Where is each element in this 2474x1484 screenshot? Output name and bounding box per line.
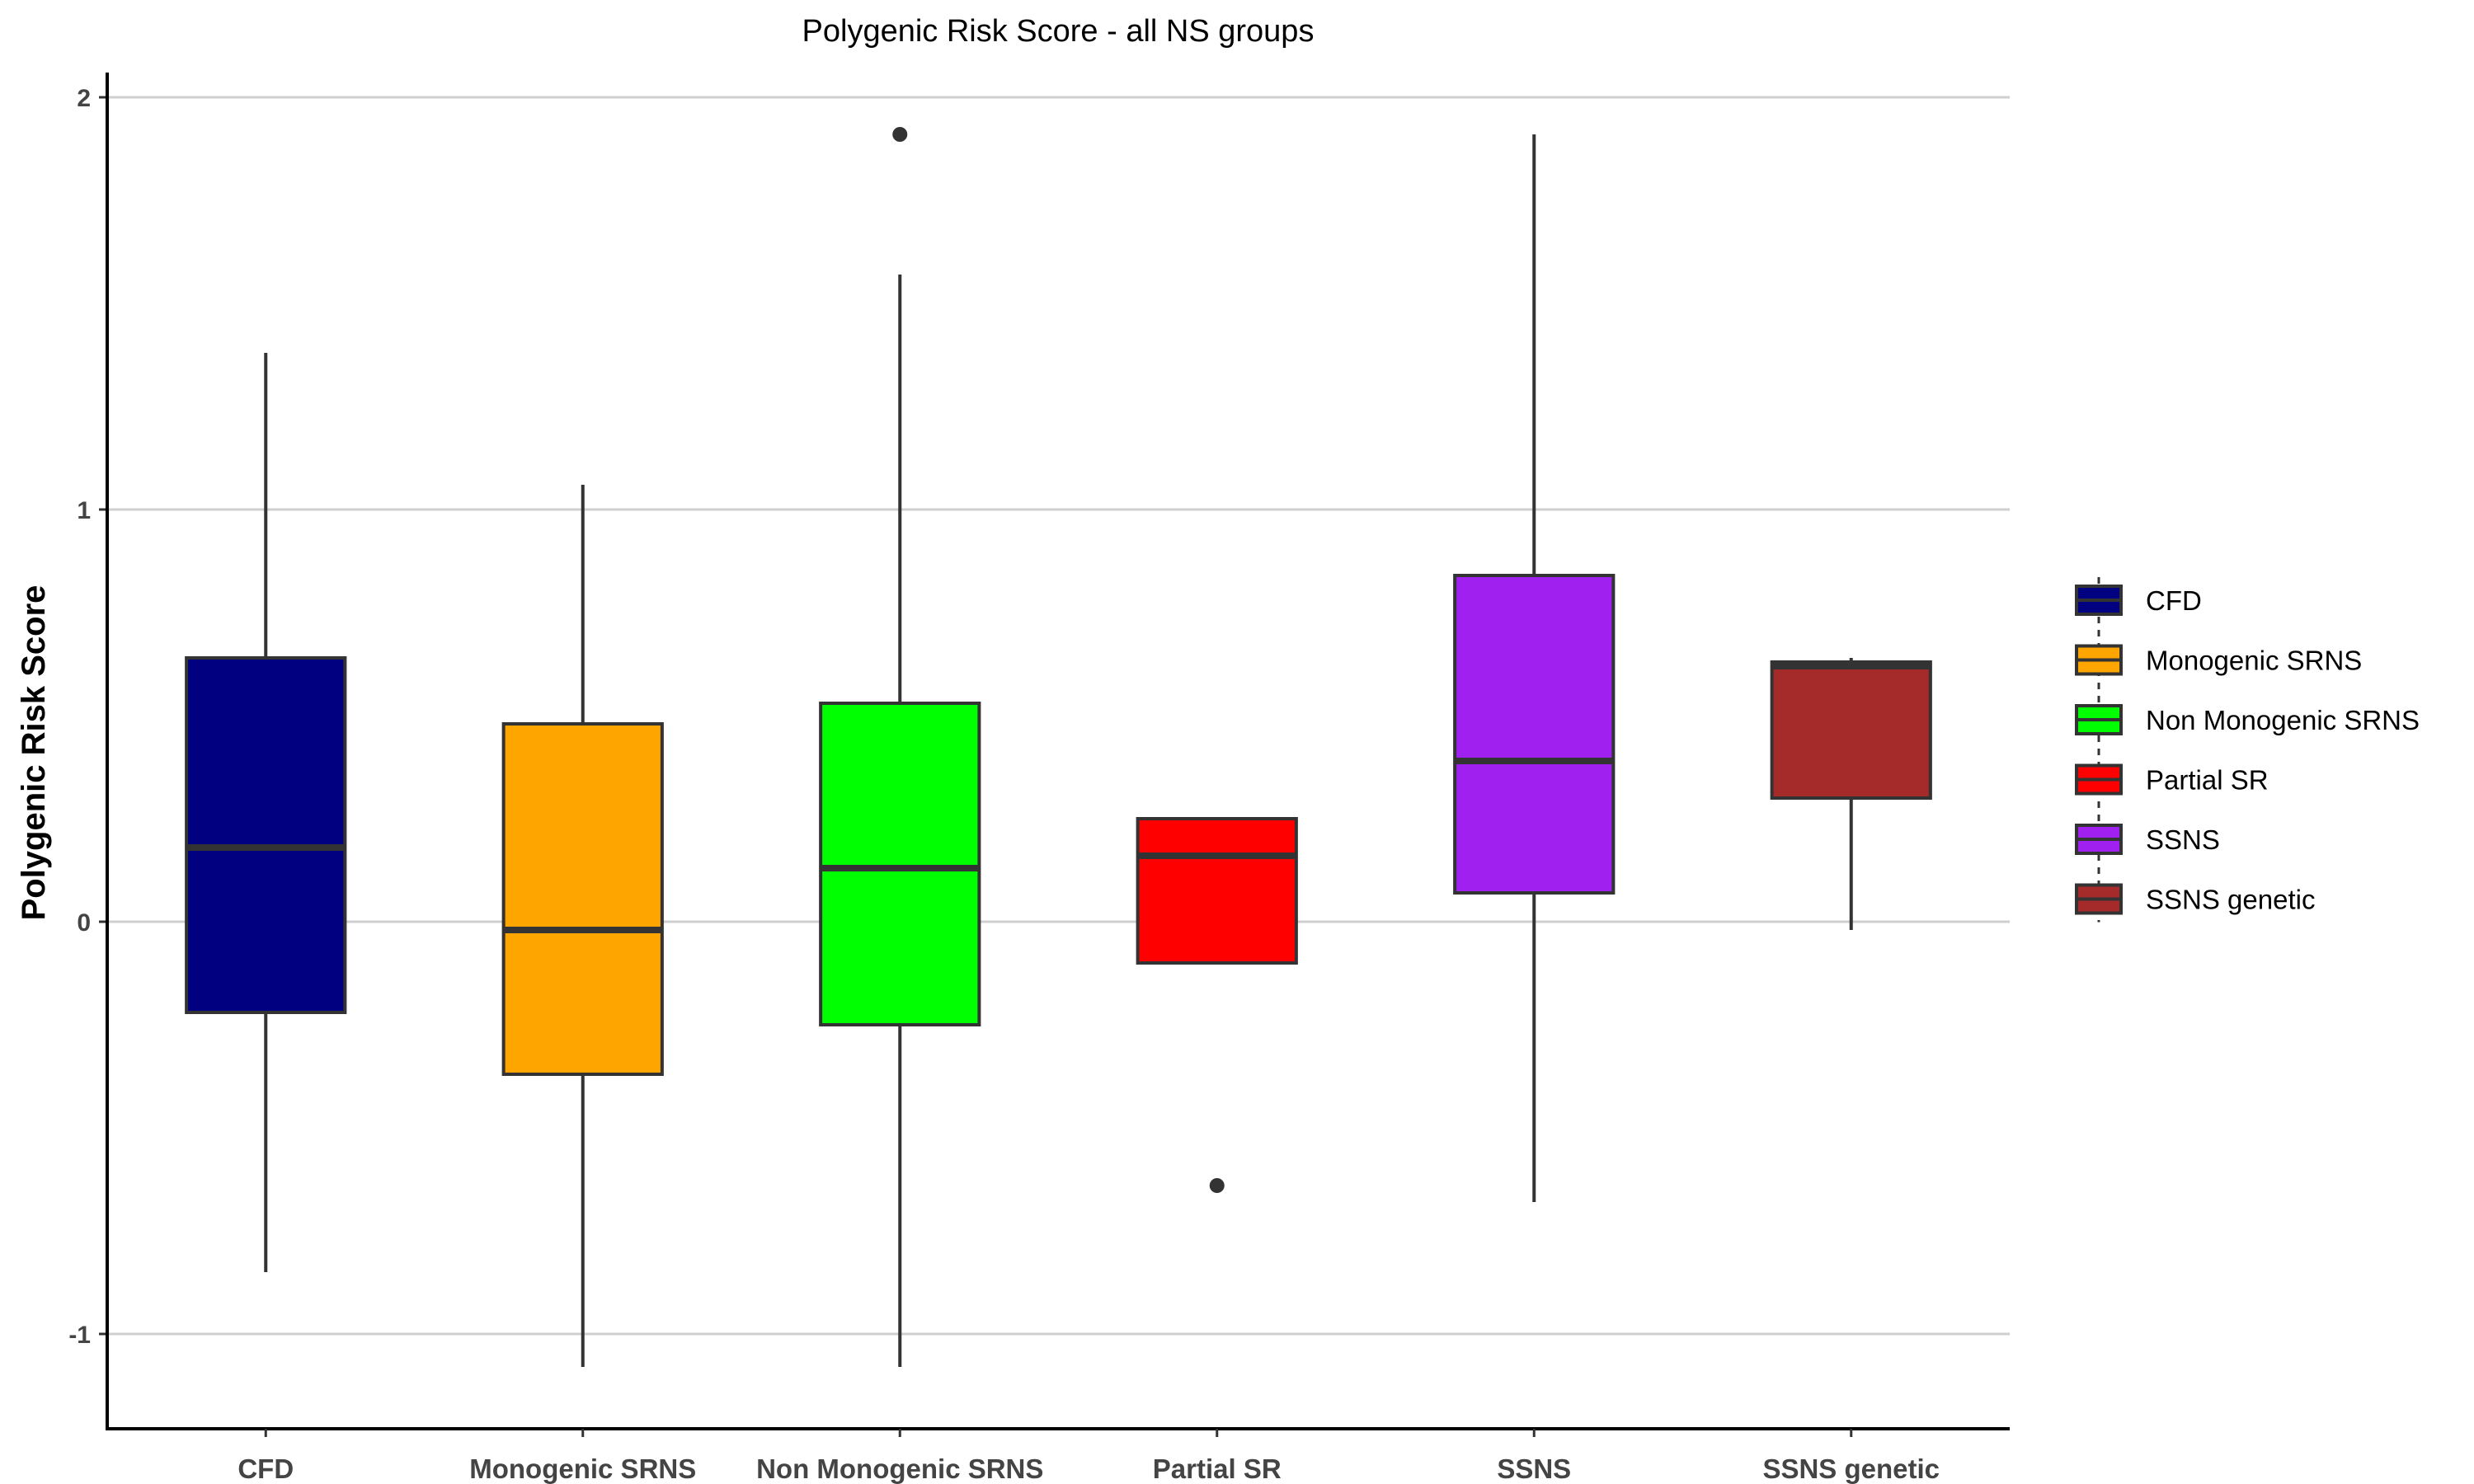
legend-item: SSNS bbox=[2075, 824, 2220, 855]
x-tick-label: SSNS bbox=[1497, 1453, 1571, 1484]
y-tick-label: -1 bbox=[68, 1322, 91, 1349]
box bbox=[501, 722, 664, 1076]
legend-label: SSNS bbox=[2146, 824, 2220, 855]
box-group bbox=[819, 127, 981, 1367]
box bbox=[1770, 660, 1932, 800]
box-group bbox=[501, 485, 664, 1367]
axes: -1 0 1 2 CFD Monogenic SRNS Non Monogenic SRNS… bbox=[68, 73, 2010, 1484]
legend-item: Partial SR bbox=[2075, 763, 2269, 796]
legend-item: CFD bbox=[2075, 585, 2202, 616]
x-tick-label: SSNS genetic bbox=[1762, 1453, 1940, 1484]
box-group bbox=[1770, 658, 1932, 930]
legend: CFD Monogenic SRNS Non Monogenic SRNS Parti… bbox=[2075, 577, 2420, 923]
legend-label: SSNS genetic bbox=[2146, 885, 2315, 915]
y-axis-label: Polygenic Risk Score bbox=[16, 585, 52, 921]
x-tick-label: Non Monogenic SRNS bbox=[756, 1453, 1043, 1484]
legend-item: SSNS genetic bbox=[2075, 883, 2315, 915]
box bbox=[185, 656, 347, 1014]
legend-label: Non Monogenic SRNS bbox=[2146, 705, 2420, 735]
legend-label: CFD bbox=[2146, 585, 2202, 616]
chart-title: Polygenic Risk Score - all NS groups bbox=[802, 14, 1315, 49]
box-group bbox=[185, 353, 347, 1272]
box-group bbox=[1136, 817, 1298, 1193]
y-tick-label: 0 bbox=[77, 909, 91, 937]
x-tick-label: Monogenic SRNS bbox=[469, 1453, 696, 1484]
y-tick-label: 1 bbox=[77, 497, 91, 524]
legend-label: Monogenic SRNS bbox=[2146, 646, 2362, 676]
x-tick-label: Partial SR bbox=[1153, 1453, 1282, 1484]
y-tick-label: 2 bbox=[77, 85, 91, 112]
legend-item: Monogenic SRNS bbox=[2075, 644, 2362, 676]
box bbox=[819, 702, 981, 1026]
box bbox=[1453, 574, 1616, 895]
box-group bbox=[1453, 134, 1616, 1202]
x-tick-label: CFD bbox=[238, 1453, 294, 1484]
plot-area bbox=[185, 127, 1932, 1367]
outlier-point bbox=[1209, 1178, 1225, 1193]
gridlines bbox=[107, 96, 2010, 1336]
outlier-point bbox=[892, 127, 908, 142]
legend-label: Partial SR bbox=[2146, 765, 2269, 796]
legend-item: Non Monogenic SRNS bbox=[2075, 704, 2420, 735]
box bbox=[1136, 817, 1298, 965]
